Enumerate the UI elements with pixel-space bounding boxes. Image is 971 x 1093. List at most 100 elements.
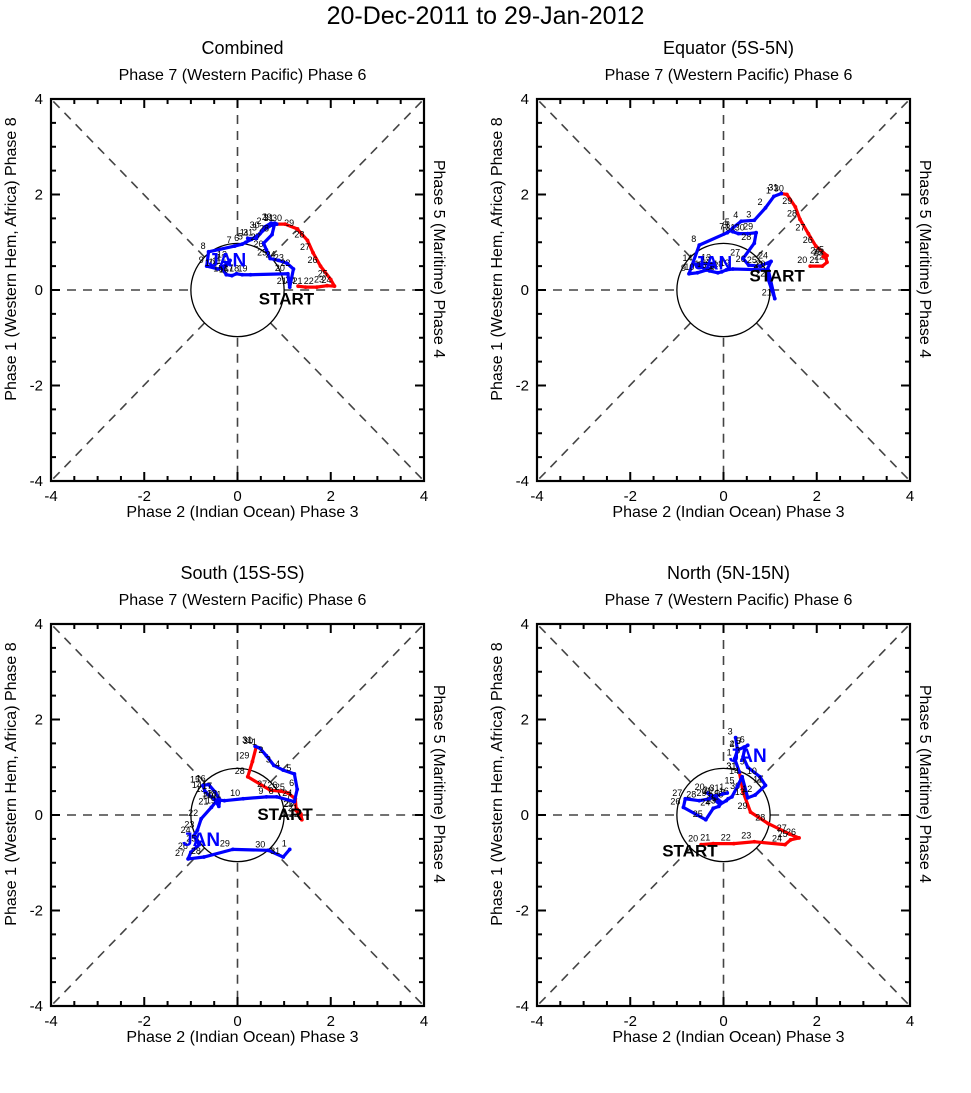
phase-boundary-lines [536,623,911,1007]
y-tick-label: 4 [521,616,529,633]
day-label: 25 [257,247,267,257]
day-label: 30 [735,223,745,233]
trajectory-point [772,296,777,301]
x-tick-label: 0 [233,1013,241,1030]
day-label: 26 [253,239,263,249]
day-label: 24 [700,797,710,807]
trajectory-point [714,794,718,798]
trajectory-point [295,226,300,231]
trajectory-point [245,236,250,241]
day-label: 31 [725,223,735,233]
day-label: 1 [719,782,724,792]
day-label: 29 [262,212,272,222]
trajectory-point [264,247,269,252]
y-tick-label: -4 [516,473,529,490]
trajectory-point [209,805,214,810]
day-label: 19 [206,795,216,805]
day-label: 28 [741,232,751,242]
day-label: 20 [284,798,294,808]
panel-title: South (15S-5S) [180,563,305,583]
trajectory-point [785,192,789,197]
trajectory-point [201,783,205,788]
trajectory-point [281,768,286,773]
trajectory-point [741,790,745,794]
day-label: 28 [259,224,269,234]
trajectory-point [746,263,751,268]
trajectory-point [752,218,757,223]
day-label: 25 [747,255,757,265]
day-label: 31 [768,183,778,193]
trajectory-point [230,847,235,852]
trajectory-point [206,249,211,254]
top-axis-label: Phase 7 (Western Pacific) Phase 6 [604,592,853,609]
trajectory-point [299,812,303,816]
trajectory-point [779,191,784,196]
trajectory-point [213,790,218,794]
day-label: 31 [242,735,252,745]
day-label: 29 [220,838,230,848]
trajectory-point [712,261,717,266]
day-label: 9 [740,756,745,766]
trajectory-point [230,273,234,278]
trajectory-point [729,794,734,799]
trajectory-point [797,836,801,840]
day-label: 1 [263,212,268,222]
top-axis-label: Phase 7 (Western Pacific) Phase 6 [118,592,367,609]
day-label: 23 [283,799,293,809]
x-tick-label: -4 [44,1013,57,1030]
trajectory-point [769,259,773,264]
trajectory-point [787,832,792,836]
day-label: 25 [778,829,788,839]
trajectory-point [332,284,337,289]
phase-boundary-lines [536,98,911,482]
trajectory-point [269,221,273,226]
trajectory-point [260,228,265,233]
trajectory-point [294,808,299,813]
day-label: 14 [729,766,739,776]
day-label: 25 [275,782,285,792]
trajectory-point [806,231,811,236]
y-tick-label: 2 [521,187,529,204]
trajectory-point [270,232,274,237]
day-label: 2 [729,739,734,749]
day-label: 21 [762,288,772,298]
day-label: 24 [772,834,782,844]
phase-diagram-plot: -4-4-2-200224420212223242526272829303131… [30,616,429,1030]
day-label: 31 [242,735,252,745]
trajectory-point [736,231,741,236]
trajectory-point [234,271,239,276]
day-label: 4 [729,739,734,749]
trajectory-point [295,787,300,792]
day-label: 7 [227,235,232,245]
day-label: 3 [266,754,271,764]
trajectory-point [283,222,287,227]
day-label: 30 [703,785,713,795]
day-label: 8 [269,786,274,796]
day-label: 1 [766,185,771,195]
trajectory-point [716,804,721,809]
start-label: START [257,805,313,824]
day-label: 20 [203,791,213,801]
day-label: 10 [684,262,694,272]
day-label: 25 [693,809,703,819]
y-tick-label: 0 [35,807,43,824]
phase-boundary-lines [50,623,425,1007]
trajectory-point [325,283,329,288]
trajectory-point [813,244,818,248]
day-label: 4 [275,759,280,769]
day-label: 20 [688,834,698,844]
day-label: 26 [178,841,188,851]
day-label: 2 [257,216,262,226]
trajectory-point [733,735,738,740]
trajectory-point [739,219,744,224]
trajectory-point [197,842,202,847]
day-label: 16 [196,773,206,783]
day-label: 25 [186,834,196,844]
day-label: 23 [314,275,324,285]
day-label: 25 [814,245,824,255]
day-label: 24 [758,250,768,260]
panel-title: Combined [201,38,284,58]
month-label: JAN [208,250,246,271]
trajectory-point [741,256,745,261]
